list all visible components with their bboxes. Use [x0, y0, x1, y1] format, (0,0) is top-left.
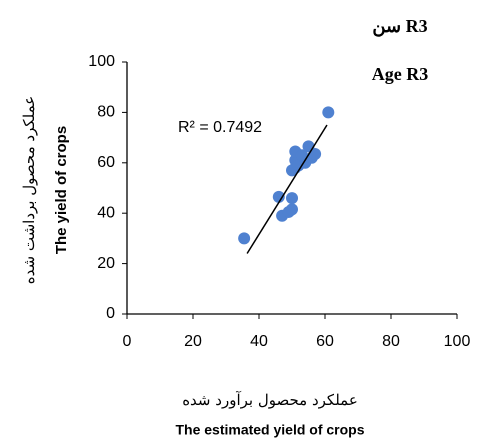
- x-tick-label: 40: [250, 333, 268, 350]
- y-tick-label: 40: [97, 204, 115, 221]
- y-axis-label-fa: عملکرد محصول برداشت شده: [20, 96, 38, 284]
- annotation: R² = 0.7492: [178, 119, 262, 136]
- y-axis-label: The yield of crops: [53, 126, 70, 254]
- y-tick-label: 80: [97, 104, 115, 121]
- y-tick-label: 20: [97, 255, 115, 272]
- point: [309, 147, 322, 160]
- point: [286, 192, 298, 205]
- point: [272, 190, 285, 203]
- x-axis-label: The estimated yield of crops: [175, 422, 364, 438]
- y-tick-label: 0: [106, 305, 115, 322]
- x-axis-label-fa: عملکرد محصول برآورد شده: [182, 391, 358, 409]
- trendline: [246, 124, 328, 254]
- x-tick-label: 60: [316, 333, 334, 350]
- y-tick-label: 100: [88, 53, 115, 70]
- chart-subtitle: Age R3: [372, 64, 429, 84]
- point: [286, 203, 298, 216]
- point: [238, 232, 251, 245]
- x-tick-label: 80: [382, 333, 400, 350]
- x-tick-label: 100: [444, 333, 471, 350]
- chart-title: سن R3: [372, 16, 427, 37]
- point: [322, 106, 335, 119]
- y-tick-label: 60: [97, 154, 115, 171]
- x-tick-label: 0: [123, 333, 132, 350]
- x-tick-label: 20: [184, 333, 202, 350]
